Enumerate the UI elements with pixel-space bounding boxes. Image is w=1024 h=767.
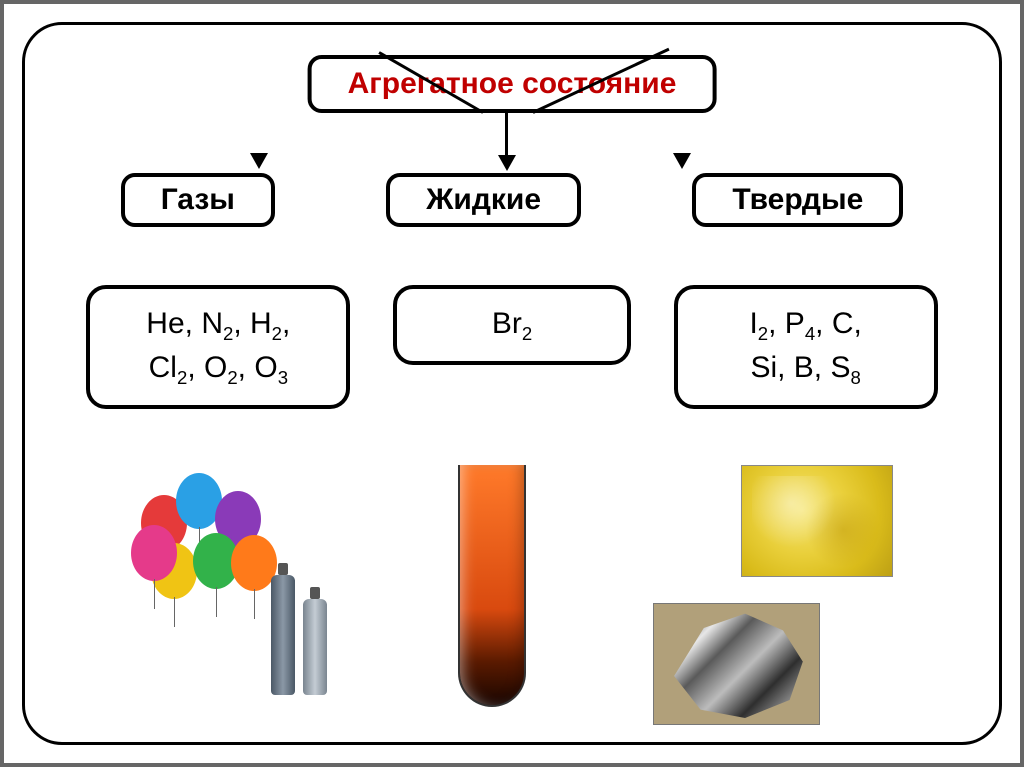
slide-inner-frame: Агрегатное состояние Газы Жидкие Твердые bbox=[22, 22, 1002, 745]
test-tube-icon bbox=[458, 465, 526, 707]
category-liquids: Жидкие bbox=[386, 173, 581, 227]
formula-gases: He, N2, H2,Cl2, O2, O3 bbox=[86, 285, 350, 409]
category-solids-label: Твердые bbox=[732, 183, 863, 216]
formula-solids: I2, P4, C,Si, B, S8 bbox=[674, 285, 938, 409]
silicon-chunk-icon bbox=[653, 603, 820, 725]
title-box: Агрегатное состояние bbox=[308, 55, 717, 113]
liquids-image bbox=[442, 465, 542, 715]
gas-cylinder-icon bbox=[271, 575, 295, 695]
category-solids: Твердые bbox=[692, 173, 903, 227]
category-liquids-label: Жидкие bbox=[426, 183, 541, 216]
category-gases: Газы bbox=[121, 173, 275, 227]
gas-cylinder-icon bbox=[303, 599, 327, 695]
category-row: Газы Жидкие Твердые bbox=[25, 173, 999, 227]
gases-image bbox=[131, 465, 351, 695]
balloon-icon bbox=[131, 525, 177, 581]
solids-image bbox=[633, 465, 893, 725]
category-gases-label: Газы bbox=[161, 183, 235, 216]
title-text: Агрегатное состояние bbox=[348, 67, 677, 100]
formula-row: He, N2, H2,Cl2, O2, O3 Br2 I2, P4, C,Si,… bbox=[25, 285, 999, 409]
balloon-icon bbox=[231, 535, 277, 591]
image-row bbox=[25, 465, 999, 725]
formula-liquids: Br2 bbox=[393, 285, 631, 365]
sulfur-crystals-icon bbox=[741, 465, 893, 577]
slide-outer-frame: Агрегатное состояние Газы Жидкие Твердые bbox=[0, 0, 1024, 767]
